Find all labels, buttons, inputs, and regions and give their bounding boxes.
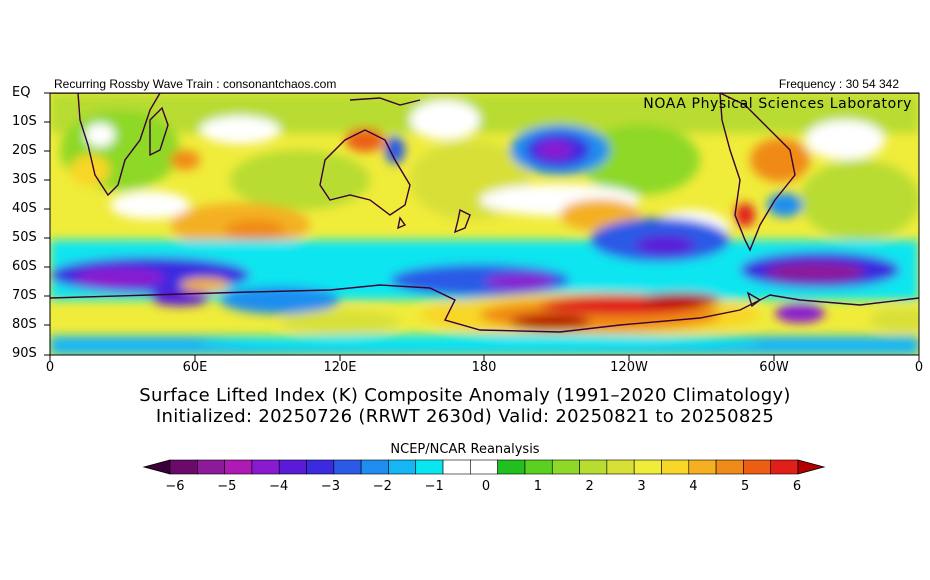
- colorbar-swatch: [306, 459, 335, 475]
- map-title-line2: Initialized: 20250726 (RRWT 2630d) Valid…: [155, 406, 775, 427]
- y-label-10s: 10S: [12, 114, 37, 129]
- header-left-text: Recurring Rossby Wave Train : consonantc…: [54, 77, 337, 91]
- colorbar-swatch: [688, 459, 717, 475]
- colorbar-swatch: [743, 459, 771, 475]
- anomaly-field: [50, 93, 919, 355]
- colorbar-min-arrow: [142, 459, 171, 475]
- colorbar-swatch: [606, 459, 635, 475]
- colorbar-swatch: [551, 459, 580, 475]
- colorbar-tick-label: −5: [217, 479, 237, 494]
- y-label-60s: 60S: [12, 259, 37, 274]
- colorbar-tick-label: −1: [424, 479, 444, 494]
- colorbar-swatch: [633, 459, 662, 475]
- x-label-180: 180: [471, 360, 497, 375]
- colorbar-tick-label: 4: [689, 479, 698, 494]
- colorbar-swatch: [770, 459, 799, 475]
- x-label-0: 0: [45, 360, 55, 375]
- colorbar-tick-label: 3: [637, 479, 646, 494]
- colorbar-tick-label: −4: [269, 479, 289, 494]
- y-label-70s: 70S: [12, 288, 37, 303]
- colorbar-tick-label: −6: [165, 479, 185, 494]
- colorbar-max-arrow: [797, 459, 826, 475]
- lab-label: NOAA Physical Sciences Laboratory: [643, 96, 912, 112]
- colorbar-swatch: [497, 459, 526, 475]
- colorbar-swatch: [524, 459, 553, 475]
- map-title-line1: Surface Lifted Index (K) Composite Anoma…: [139, 385, 791, 406]
- colorbar-swatch: [388, 459, 417, 475]
- y-label-90s: 90S: [12, 346, 37, 361]
- y-label-40s: 40S: [12, 201, 37, 216]
- colorbar-title: NCEP/NCAR Reanalysis: [390, 442, 540, 457]
- colorbar-swatch: [278, 459, 307, 475]
- colorbar-swatch: [224, 459, 253, 475]
- colorbar-swatch: [360, 459, 389, 475]
- y-label-80s: 80S: [12, 317, 37, 332]
- colorbar-swatch: [169, 459, 198, 475]
- x-axis-ticks: [49, 355, 920, 361]
- x-label-0-right: 0: [914, 360, 924, 375]
- colorbar-tick-label: 2: [585, 479, 594, 494]
- colorbar-swatch: [333, 459, 362, 475]
- colorbar-swatch: [197, 459, 225, 475]
- colorbar-tick-label: 6: [792, 479, 802, 494]
- colorbar-tick-label: 5: [741, 479, 750, 494]
- x-label-120e: 120E: [323, 360, 357, 375]
- y-label-50s: 50S: [12, 230, 37, 245]
- coastlines: [50, 93, 919, 333]
- colorbar-tick-label: 0: [481, 479, 491, 494]
- colorbar-swatch: [415, 459, 444, 475]
- y-label-20s: 20S: [12, 143, 37, 158]
- colorbar-swatch: [442, 459, 471, 475]
- y-label-30s: 30S: [12, 172, 37, 187]
- colorbar-tick-label: −2: [372, 479, 392, 494]
- colorbar-tick-label: −3: [320, 479, 341, 494]
- colorbar-swatch: [715, 459, 744, 475]
- colorbar-swatch: [470, 459, 498, 475]
- colorbar-tick-label: 1: [533, 479, 542, 494]
- colorbar-swatch: [251, 459, 280, 475]
- y-axis-ticks: [44, 92, 50, 356]
- colorbar-swatch: [661, 459, 690, 475]
- header-right-text: Frequency : 30 54 342: [778, 77, 899, 91]
- x-label-60w: 60W: [759, 360, 789, 375]
- y-label-eq: EQ: [12, 85, 31, 100]
- x-label-60e: 60E: [182, 360, 208, 375]
- x-label-120w: 120W: [610, 360, 648, 375]
- colorbar-swatch: [579, 459, 608, 475]
